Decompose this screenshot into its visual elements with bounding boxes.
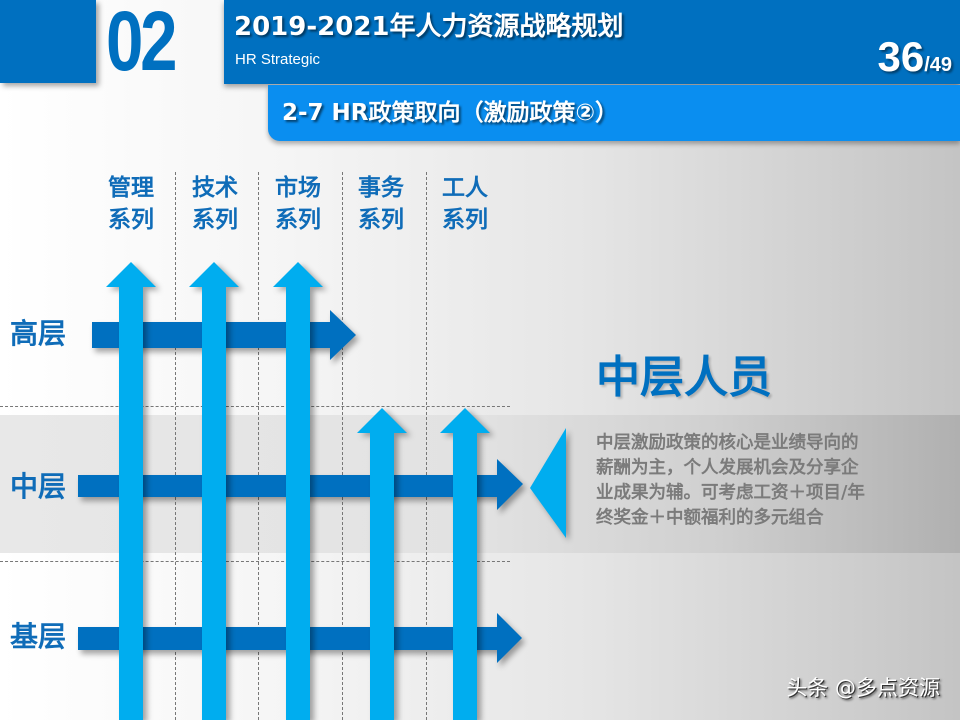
arrow-up-icon — [106, 262, 156, 720]
focus-title: 中层人员 — [596, 352, 772, 403]
header-accent-block — [0, 0, 96, 83]
column-header-line2: 系列 — [108, 207, 154, 233]
row-label-senior: 高层 — [10, 317, 67, 350]
column-divider — [426, 172, 427, 720]
watermark: 头条 @多点资源 — [786, 676, 940, 700]
header-bar — [224, 0, 960, 84]
page-title: 2019-2021年人力资源战略规划 — [234, 12, 624, 42]
column-header-line2: 系列 — [275, 207, 321, 233]
column-divider — [175, 172, 176, 720]
column-divider — [342, 172, 343, 720]
column-header-line2: 系列 — [358, 207, 404, 233]
column-header-line1: 市场 — [275, 175, 321, 201]
arrow-up-icon — [357, 408, 407, 720]
arrow-up-icon — [273, 262, 323, 720]
section-title: 2-7 HR政策取向（激励政策②） — [282, 100, 618, 126]
column-header-line1: 技术 — [192, 175, 238, 201]
column-header-administrative: 事务 系列 — [346, 172, 416, 236]
column-header-technical: 技术 系列 — [180, 172, 250, 236]
column-header-line2: 系列 — [442, 207, 488, 233]
page-subtitle: HR Strategic — [235, 51, 321, 68]
column-header-market: 市场 系列 — [263, 172, 333, 236]
description-line: 薪酬为主，个人发展机会及分享企 — [596, 458, 859, 478]
column-header-line2: 系列 — [192, 207, 238, 233]
pointer-triangle-icon — [530, 428, 566, 538]
page-total: /49 — [924, 54, 952, 76]
column-header-line1: 事务 — [358, 175, 404, 201]
column-header-line1: 工人 — [442, 175, 488, 201]
column-header-management: 管理 系列 — [96, 172, 166, 236]
description-line: 中层激励政策的核心是业绩导向的 — [596, 433, 859, 453]
page-current: 36 — [877, 33, 925, 80]
page-counter: 36/49 — [877, 34, 952, 80]
subheader-bar — [268, 85, 960, 141]
column-divider — [258, 172, 259, 720]
arrow-up-icon — [440, 408, 490, 720]
section-number: 02 — [106, 0, 178, 88]
row-label-junior: 基层 — [10, 620, 67, 653]
column-header-worker: 工人 系列 — [430, 172, 500, 236]
focus-description: 中层激励政策的核心是业绩导向的 薪酬为主，个人发展机会及分享企 业成果为辅。可考… — [596, 431, 936, 531]
arrow-up-icon — [189, 262, 239, 720]
description-line: 终奖金＋中额福利的多元组合 — [596, 508, 824, 528]
row-divider — [0, 561, 510, 562]
row-divider — [0, 406, 510, 407]
column-header-line1: 管理 — [108, 175, 154, 201]
row-label-middle: 中层 — [10, 470, 67, 503]
description-line: 业成果为辅。可考虑工资＋项目/年 — [596, 483, 865, 503]
